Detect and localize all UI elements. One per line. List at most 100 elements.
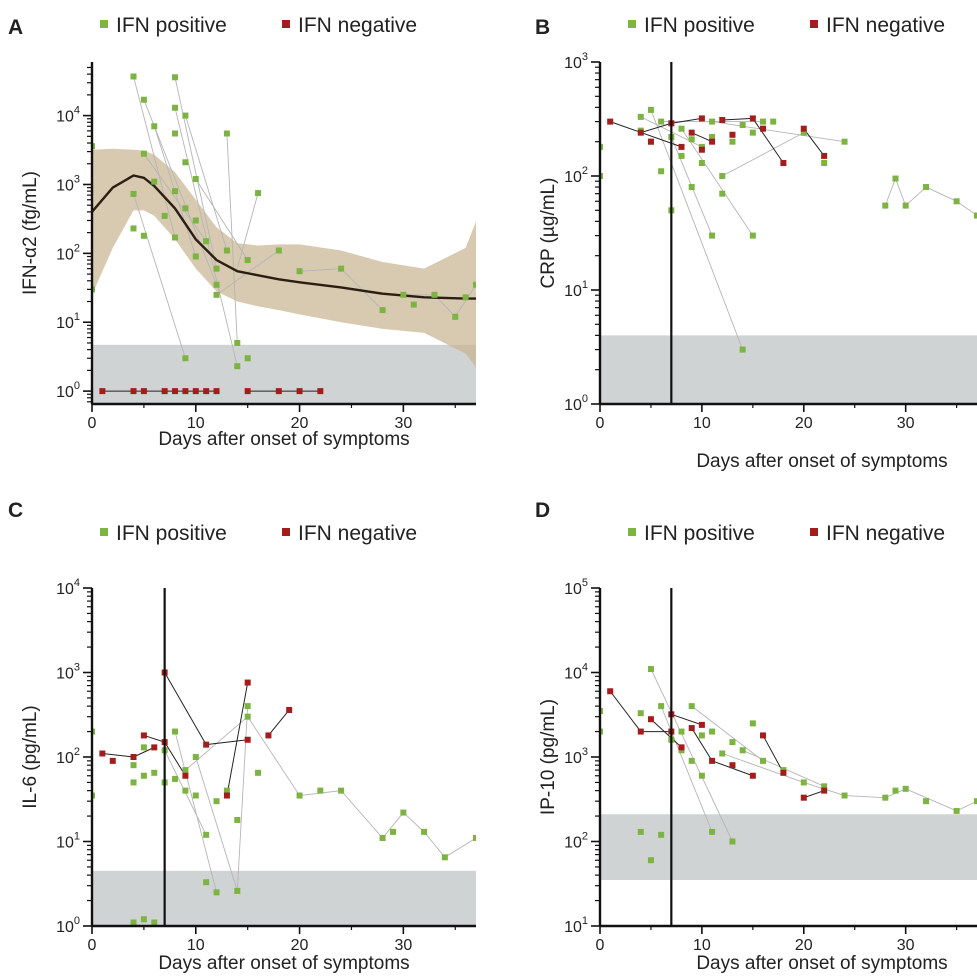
negative-patient-trajectory (610, 121, 682, 148)
positive-data-point (234, 887, 241, 894)
positive-patient-trajectory (884, 178, 896, 206)
legend-negative-label: IFN negative (298, 522, 417, 545)
positive-data-point (974, 212, 977, 219)
negative-patient-trajectory (609, 690, 642, 732)
positive-data-point (688, 184, 695, 191)
negative-data-point (607, 688, 614, 695)
positive-patient-trajectory (174, 731, 217, 893)
negative-data-point (698, 115, 705, 122)
positive-patient-trajectory (247, 716, 300, 796)
x-tick-label: 20 (795, 415, 813, 432)
positive-data-point (800, 779, 807, 786)
negative-data-point (709, 138, 716, 145)
legend-positive-marker (100, 20, 108, 28)
positive-data-point (473, 835, 476, 842)
positive-data-point (172, 130, 179, 137)
negative-patient-trajectory (650, 718, 682, 748)
legend-positive-label: IFN positive (644, 522, 755, 545)
positive-data-point (678, 125, 685, 132)
negative-data-point (192, 388, 199, 395)
negative-data-point (203, 741, 210, 748)
positive-data-point (192, 253, 199, 260)
negative-data-point (244, 388, 251, 395)
negative-data-point (244, 736, 251, 743)
positive-data-point (760, 757, 767, 764)
negative-data-point (698, 146, 705, 153)
x-tick-label: 20 (291, 415, 309, 432)
panel-c-letter: C (8, 499, 23, 522)
negative-patient-trajectory (206, 739, 248, 746)
x-tick-label: 30 (897, 937, 915, 954)
detection-limit-band (92, 870, 476, 926)
negative-data-point (265, 732, 272, 739)
positive-data-point (647, 857, 654, 864)
negative-patient-trajectory (671, 713, 703, 726)
positive-data-point (213, 281, 220, 288)
legend-negative-label: IFN negative (826, 522, 945, 545)
positive-patient-trajectory (722, 132, 804, 177)
panel-d: D IFN positive IFN negative 101 102 103 104 10… (535, 499, 977, 974)
positive-data-point (172, 728, 179, 735)
positive-data-point (637, 113, 644, 120)
positive-patient-trajectory (174, 77, 217, 269)
positive-data-point (244, 703, 251, 710)
negative-data-point (760, 732, 767, 739)
positive-data-point (379, 835, 386, 842)
positive-patient-trajectory (226, 133, 238, 343)
panel-a-legend: IFN positive IFN negative (100, 14, 417, 37)
positive-data-point (92, 143, 95, 150)
positive-patient-trajectory (423, 831, 446, 858)
positive-patient-trajectory (660, 705, 713, 833)
positive-data-point (296, 268, 303, 275)
y-tick-label: 100 (56, 915, 80, 936)
positive-patient-trajectory (691, 705, 764, 762)
negative-data-point (749, 115, 756, 122)
positive-data-point (709, 728, 716, 735)
positive-data-point (698, 772, 705, 779)
positive-patient-trajectory (956, 800, 977, 812)
positive-data-point (130, 73, 137, 80)
y-tick-label: 102 (56, 242, 80, 263)
positive-data-point (244, 713, 251, 720)
positive-data-point (379, 307, 386, 314)
positive-data-point (400, 809, 407, 816)
negative-patient-trajectory (164, 672, 207, 745)
y-tick-label: 100 (56, 380, 80, 401)
positive-data-point (213, 265, 220, 272)
negative-data-point (678, 744, 685, 751)
positive-patient-trajectory (143, 153, 207, 242)
positive-patient-trajectory (236, 706, 249, 891)
positive-data-point (719, 173, 726, 179)
positive-data-point (172, 775, 179, 782)
x-tick-label: 0 (596, 415, 605, 432)
positive-data-point (431, 291, 438, 298)
positive-data-point (130, 225, 137, 232)
positive-data-point (203, 238, 210, 245)
negative-data-point (151, 744, 158, 751)
x-axis-title: Days after onset of symptoms (158, 429, 409, 450)
legend-positive-label: IFN positive (644, 14, 755, 37)
positive-patient-trajectory (174, 107, 238, 367)
negative-data-point (109, 757, 116, 764)
positive-data-point (678, 152, 685, 159)
positive-patient-trajectory (844, 795, 886, 799)
legend-negative-label: IFN negative (298, 14, 417, 37)
y-tick-label: 100 (564, 393, 588, 414)
negative-data-point (780, 160, 787, 167)
positive-data-point (902, 202, 909, 209)
positive-data-point (658, 168, 665, 175)
negative-data-point (821, 152, 828, 159)
y-tick-label: 103 (564, 51, 588, 72)
positive-data-point (140, 150, 147, 157)
legend-negative-marker (282, 528, 290, 536)
negative-data-point (130, 754, 137, 760)
positive-data-point (902, 785, 909, 792)
x-tick-label: 0 (88, 937, 97, 954)
positive-patient-trajectory (382, 812, 404, 839)
positive-patient-trajectory (905, 186, 927, 206)
positive-data-point (389, 828, 396, 835)
positive-data-point (709, 232, 716, 239)
positive-data-point (192, 176, 199, 183)
positive-data-point (151, 178, 158, 185)
